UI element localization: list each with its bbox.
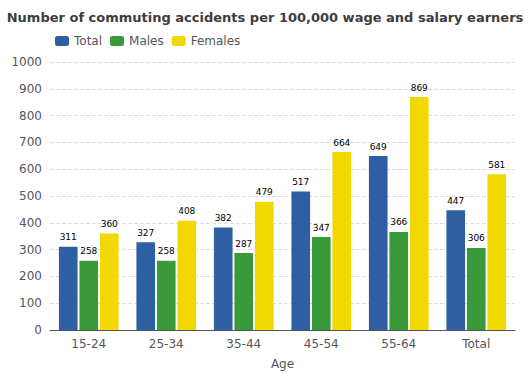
svg-text:1000: 1000: [11, 55, 42, 69]
svg-text:408: 408: [178, 206, 195, 216]
svg-text:0: 0: [34, 323, 42, 337]
svg-text:581: 581: [488, 160, 505, 170]
svg-text:600: 600: [19, 162, 42, 176]
svg-text:500: 500: [19, 189, 42, 203]
svg-text:35-44: 35-44: [226, 337, 261, 351]
svg-text:347: 347: [313, 223, 330, 233]
svg-text:25-34: 25-34: [149, 337, 184, 351]
svg-text:45-54: 45-54: [304, 337, 339, 351]
svg-text:55-64: 55-64: [381, 337, 416, 351]
svg-text:382: 382: [215, 213, 232, 223]
svg-text:Total: Total: [73, 34, 102, 48]
svg-text:15-24: 15-24: [71, 337, 106, 351]
svg-text:Age: Age: [271, 357, 294, 371]
svg-text:800: 800: [19, 109, 42, 123]
svg-text:327: 327: [137, 228, 154, 238]
svg-text:479: 479: [256, 187, 273, 197]
svg-text:366: 366: [390, 217, 407, 227]
svg-text:287: 287: [235, 239, 252, 249]
svg-text:360: 360: [101, 219, 118, 229]
svg-text:900: 900: [19, 82, 42, 96]
svg-text:100: 100: [19, 296, 42, 310]
svg-text:649: 649: [370, 142, 387, 152]
svg-text:517: 517: [292, 177, 309, 187]
svg-text:Number of commuting accidents: Number of commuting accidents per 100,00…: [7, 10, 524, 25]
svg-text:869: 869: [411, 83, 428, 93]
svg-text:Males: Males: [129, 34, 164, 48]
svg-text:447: 447: [447, 196, 464, 206]
svg-text:258: 258: [80, 246, 97, 256]
svg-text:700: 700: [19, 135, 42, 149]
svg-text:306: 306: [468, 233, 485, 243]
svg-text:Females: Females: [191, 34, 241, 48]
svg-text:664: 664: [333, 138, 350, 148]
svg-text:200: 200: [19, 269, 42, 283]
svg-text:311: 311: [60, 232, 77, 242]
svg-text:400: 400: [19, 216, 42, 230]
svg-text:300: 300: [19, 243, 42, 257]
svg-text:Total: Total: [461, 337, 490, 351]
svg-text:258: 258: [158, 246, 175, 256]
